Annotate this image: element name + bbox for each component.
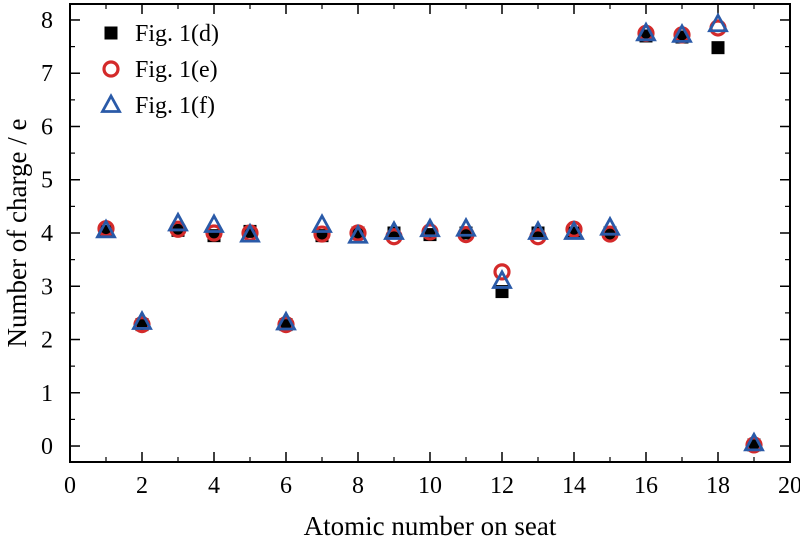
y-axis-title: Number of charge / e [2,119,32,348]
y-tick-label: 3 [41,274,53,300]
data-point [313,225,331,243]
y-tick-label: 0 [41,434,53,460]
x-tick-label: 2 [136,473,148,499]
x-tick-labels: 0 2 4 6 8 10 12 14 16 18 20 [64,473,800,499]
data-point [743,431,765,452]
legend-label: Fig. 1(f) [135,93,215,119]
y-tick-label: 2 [41,328,53,354]
data-point [311,213,333,233]
data-point [347,223,369,244]
data-point [635,21,657,42]
x-tick-label: 20 [778,473,800,499]
data-point [527,220,549,240]
x-tick-label: 0 [64,473,76,499]
legend-marker [104,26,118,40]
x-tick-label: 8 [352,473,364,499]
y-tick-labels: 0 1 2 3 4 5 6 7 8 [41,8,53,460]
y-tick-label: 1 [41,381,53,407]
legend-label: Fig. 1(d) [135,21,219,47]
data-points [95,12,765,454]
x-tick-label: 16 [634,473,658,499]
legend-marker [102,60,120,78]
x-tick-label: 10 [418,473,442,499]
data-point [455,216,477,237]
y-tick-label: 5 [41,168,53,194]
legend-marker [100,93,122,113]
legend: Fig. 1(d) Fig. 1(e) Fig. 1(f) [100,21,219,119]
y-tick-label: 7 [41,61,53,87]
x-axis-title: Atomic number on seat [304,511,557,541]
data-point [491,269,513,289]
data-point [383,220,405,240]
data-point [95,218,117,239]
legend-item: Fig. 1(f) [100,93,215,119]
data-point [419,217,441,238]
axis-ticks [69,4,791,462]
data-point [203,213,225,233]
data-point [707,12,729,33]
y-tick-label: 8 [41,8,53,34]
data-point [239,222,261,243]
data-point [599,215,621,236]
y-tick-label: 4 [41,221,53,247]
x-tick-label: 6 [280,473,292,499]
data-point [205,224,223,242]
legend-label: Fig. 1(e) [135,57,218,83]
legend-item: Fig. 1(e) [102,57,218,83]
data-point [493,263,511,281]
data-point [563,220,585,240]
data-point [167,211,189,232]
x-tick-label: 12 [490,473,514,499]
data-point [131,310,153,330]
x-tick-label: 14 [562,473,586,499]
x-tick-label: 18 [706,473,730,499]
x-tick-label: 4 [208,473,220,499]
y-tick-label: 6 [41,114,53,140]
series-3 [95,12,765,452]
data-point [275,310,297,331]
data-point [711,41,725,55]
legend-item: Fig. 1(d) [104,21,219,47]
data-point [671,22,693,43]
